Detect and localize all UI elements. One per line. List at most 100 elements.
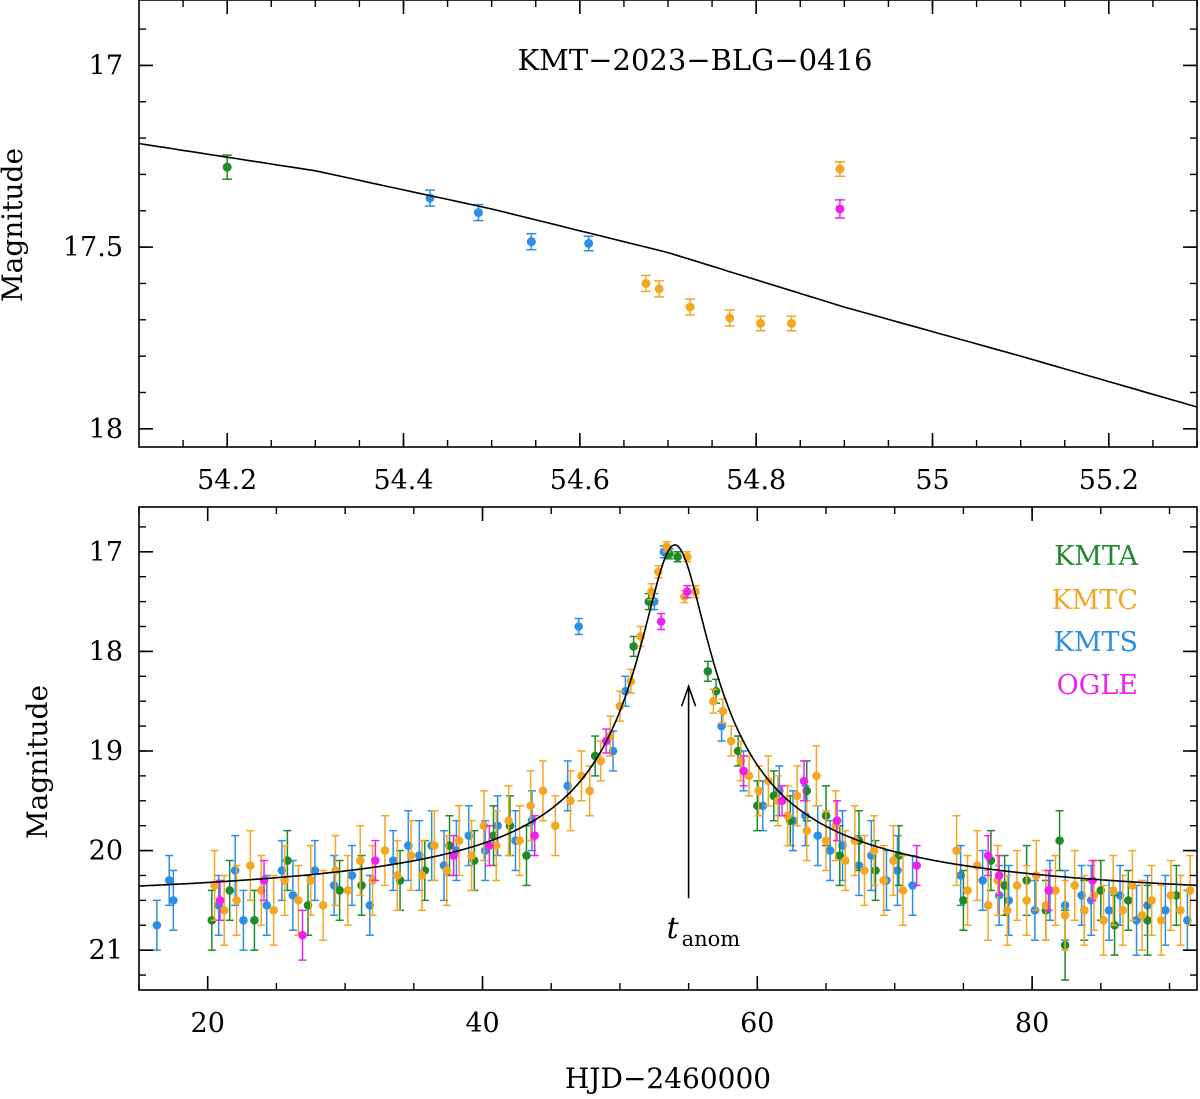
marker-kmtc xyxy=(526,801,535,811)
point-ogle xyxy=(371,839,380,882)
marker-kmtc xyxy=(783,811,792,821)
point-kmts xyxy=(164,854,174,907)
t-anom-label: t xyxy=(667,911,680,946)
point-kmtc xyxy=(380,814,390,887)
marker-kmtc xyxy=(1051,886,1060,895)
top-panel: 54.2 54.4 54.6 54.8 55 55.2 17 17.5 18 KMT−2023−… xyxy=(0,0,1198,496)
y-tick-label: 17 xyxy=(89,537,123,568)
marker-kmta xyxy=(335,886,344,895)
t-anom-arrowhead xyxy=(680,683,697,707)
marker-kmts xyxy=(813,831,823,840)
point-kmtc xyxy=(491,809,501,882)
point-kmtc xyxy=(834,160,845,178)
marker-kmta xyxy=(703,667,713,676)
point-kmtc xyxy=(898,854,908,927)
point-kmts xyxy=(169,869,178,931)
point-kmtc xyxy=(1166,859,1176,931)
marker-kmts xyxy=(288,891,298,900)
marker-kmtc xyxy=(1031,871,1041,880)
point-kmtc xyxy=(479,790,489,862)
point-kmtc xyxy=(406,819,416,892)
point-kmtc xyxy=(812,745,821,807)
point-ogle xyxy=(912,844,921,887)
point-kmtc xyxy=(1128,849,1137,922)
marker-kmtc xyxy=(491,841,501,850)
point-kmtc xyxy=(605,715,615,757)
point-kmtc xyxy=(821,809,831,872)
marker-kmtc xyxy=(406,851,416,860)
point-kmtc xyxy=(1147,864,1156,936)
top-ticks: 54.2 54.4 54.6 54.8 55 55.2 17 17.5 18 xyxy=(63,0,1198,496)
point-kmta xyxy=(1123,869,1133,931)
legend-entry-kmta: KMTA xyxy=(1054,541,1138,572)
marker-kmtc xyxy=(860,866,869,875)
point-kmtc xyxy=(615,690,625,722)
marker-kmta xyxy=(673,552,682,562)
top-plot-frame xyxy=(138,0,1198,448)
point-ogle xyxy=(215,879,225,922)
marker-kmts xyxy=(230,866,240,875)
marker-ogle xyxy=(371,856,380,865)
marker-kmtc xyxy=(566,796,575,806)
point-kmtc xyxy=(709,688,718,714)
point-kmts xyxy=(288,859,298,931)
marker-kmts xyxy=(310,866,320,875)
point-kmts xyxy=(813,805,823,867)
point-kmtc xyxy=(802,800,812,862)
point-kmtc xyxy=(685,298,696,316)
marker-kmts xyxy=(473,208,483,218)
point-kmtc xyxy=(786,315,797,332)
marker-kmtc xyxy=(726,736,736,746)
point-ogle xyxy=(530,814,540,857)
marker-kmts xyxy=(1104,906,1114,915)
point-kmtc xyxy=(654,280,665,298)
marker-kmts xyxy=(493,821,502,830)
point-kmtc xyxy=(504,785,513,857)
point-kmtc xyxy=(442,834,452,907)
point-kmtc xyxy=(1176,874,1185,946)
marker-kmta xyxy=(959,896,968,905)
point-ogle xyxy=(799,760,809,802)
point-kmtc xyxy=(1003,874,1012,946)
marker-kmta xyxy=(1143,915,1152,925)
bottom-x-axis-label: HJD−2460000 xyxy=(565,1062,771,1095)
point-kmtc xyxy=(963,854,972,927)
point-kmtc xyxy=(280,844,289,917)
point-kmtc xyxy=(331,834,340,907)
marker-kmtc xyxy=(792,791,802,801)
point-kmtc xyxy=(232,864,241,936)
point-kmta xyxy=(335,859,344,922)
marker-ogle xyxy=(832,816,842,826)
x-tick-label: 54.8 xyxy=(726,465,786,496)
point-kmtc xyxy=(417,839,427,912)
x-tick-label: 60 xyxy=(740,1008,774,1039)
point-kmtc xyxy=(1137,879,1147,951)
marker-kmts xyxy=(908,881,917,890)
point-kmts xyxy=(1004,864,1014,936)
point-kmtc xyxy=(1012,849,1022,922)
point-kmtc xyxy=(1060,879,1070,951)
marker-kmtc xyxy=(786,318,796,328)
point-ogle xyxy=(832,800,842,842)
marker-kmts xyxy=(1132,915,1141,925)
marker-kmtc xyxy=(1080,906,1089,915)
point-kmta xyxy=(959,869,968,931)
point-kmtc xyxy=(343,854,353,927)
marker-kmtc xyxy=(504,816,513,826)
marker-ogle xyxy=(656,617,666,626)
marker-kmts xyxy=(388,856,398,865)
point-kmtc xyxy=(726,725,736,757)
marker-kmtc xyxy=(654,284,664,294)
point-kmtc xyxy=(1099,884,1108,956)
marker-kmtc xyxy=(585,786,594,796)
marker-kmts xyxy=(1161,906,1170,915)
point-kmts xyxy=(239,889,248,951)
point-kmtc xyxy=(744,755,754,797)
marker-kmts xyxy=(584,238,594,248)
point-kmtc xyxy=(755,315,766,332)
marker-kmta xyxy=(835,851,845,860)
marker-kmtc xyxy=(840,856,850,865)
point-kmta xyxy=(250,889,259,951)
marker-kmtc xyxy=(596,756,605,766)
marker-kmts xyxy=(1004,896,1014,905)
